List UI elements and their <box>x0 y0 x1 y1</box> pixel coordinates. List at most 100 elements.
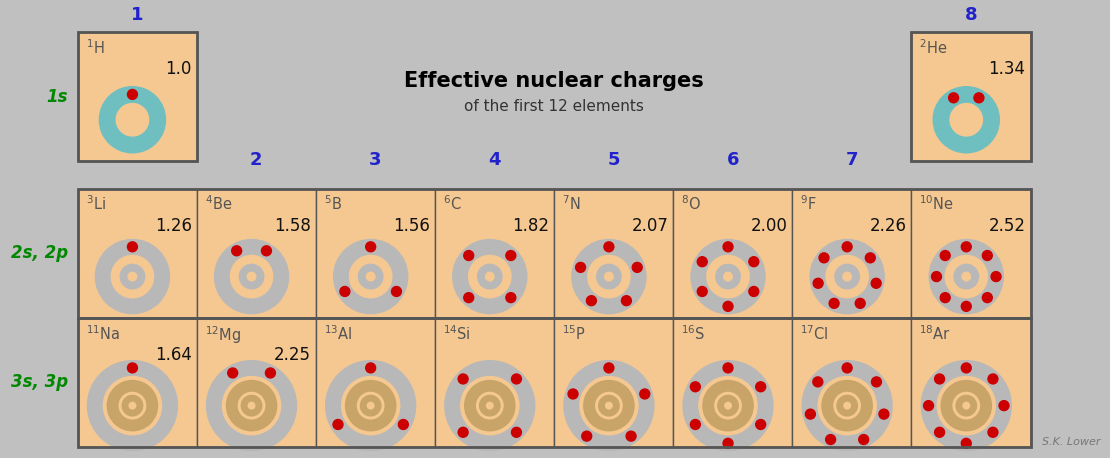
Text: 2.26: 2.26 <box>869 217 907 234</box>
Text: $^{10}$Ne: $^{10}$Ne <box>919 195 955 213</box>
Text: 6: 6 <box>727 151 739 169</box>
Text: of the first 12 elements: of the first 12 elements <box>464 99 644 114</box>
Circle shape <box>924 401 934 410</box>
Circle shape <box>723 438 733 448</box>
Circle shape <box>723 242 733 252</box>
Bar <box>911 32 1030 161</box>
Circle shape <box>690 382 700 392</box>
Circle shape <box>879 409 889 419</box>
Circle shape <box>464 251 474 261</box>
Bar <box>78 318 1030 447</box>
Text: $^{14}$Si: $^{14}$Si <box>443 324 471 343</box>
Text: 2: 2 <box>250 151 263 169</box>
Bar <box>793 318 911 447</box>
Text: $^{16}$S: $^{16}$S <box>682 324 705 343</box>
Text: 1.34: 1.34 <box>989 60 1026 78</box>
Bar <box>316 189 435 318</box>
Circle shape <box>982 293 992 303</box>
Text: 2s, 2p: 2s, 2p <box>11 245 68 262</box>
Text: $^{11}$Na: $^{11}$Na <box>85 324 120 343</box>
Circle shape <box>871 377 881 387</box>
Bar <box>78 32 196 161</box>
Text: 4: 4 <box>488 151 501 169</box>
Circle shape <box>576 262 586 273</box>
Bar <box>674 189 793 318</box>
Circle shape <box>622 296 632 305</box>
Text: $^{1}$H: $^{1}$H <box>85 38 104 57</box>
Text: 5: 5 <box>607 151 619 169</box>
Circle shape <box>697 287 707 296</box>
Text: 8: 8 <box>965 6 977 24</box>
Circle shape <box>961 242 971 252</box>
Circle shape <box>756 420 766 430</box>
Circle shape <box>973 93 983 103</box>
Bar <box>674 318 793 447</box>
Circle shape <box>633 262 643 273</box>
Circle shape <box>871 278 881 288</box>
Circle shape <box>806 409 816 419</box>
Text: 1.82: 1.82 <box>512 217 549 234</box>
Text: 2.07: 2.07 <box>632 217 668 234</box>
Circle shape <box>935 427 945 437</box>
Bar <box>435 318 554 447</box>
Bar <box>911 318 1030 447</box>
Circle shape <box>690 420 700 430</box>
Circle shape <box>819 253 829 263</box>
Circle shape <box>935 374 945 384</box>
Circle shape <box>333 420 343 430</box>
Text: $^{2}$He: $^{2}$He <box>919 38 948 57</box>
Text: $^{8}$O: $^{8}$O <box>682 195 702 213</box>
Text: $^{4}$Be: $^{4}$Be <box>204 195 232 213</box>
Circle shape <box>723 301 733 311</box>
Text: $^{18}$Ar: $^{18}$Ar <box>919 324 951 343</box>
Text: 1s: 1s <box>47 87 68 105</box>
Circle shape <box>749 257 759 267</box>
Circle shape <box>582 431 592 441</box>
Circle shape <box>639 389 649 399</box>
Bar <box>554 189 674 318</box>
Circle shape <box>586 296 596 305</box>
Circle shape <box>128 89 138 99</box>
Circle shape <box>991 272 1001 282</box>
Bar <box>435 189 554 318</box>
Circle shape <box>228 368 238 378</box>
Text: 2.00: 2.00 <box>750 217 787 234</box>
Circle shape <box>749 287 759 296</box>
Circle shape <box>128 242 138 252</box>
Circle shape <box>626 431 636 441</box>
Text: $^{7}$N: $^{7}$N <box>562 195 581 213</box>
Text: $^{17}$Cl: $^{17}$Cl <box>800 324 829 343</box>
Circle shape <box>398 420 408 430</box>
Text: 1.58: 1.58 <box>274 217 311 234</box>
Circle shape <box>982 251 992 261</box>
Circle shape <box>999 401 1009 410</box>
Circle shape <box>931 272 941 282</box>
Circle shape <box>128 363 138 373</box>
Bar <box>78 189 1030 318</box>
Bar <box>911 32 1030 161</box>
Circle shape <box>949 93 959 103</box>
Circle shape <box>512 374 522 384</box>
Text: Effective nuclear charges: Effective nuclear charges <box>404 71 704 91</box>
Text: 1.64: 1.64 <box>155 346 192 364</box>
Text: $^{15}$P: $^{15}$P <box>562 324 586 343</box>
Text: 2.25: 2.25 <box>274 346 311 364</box>
Text: 7: 7 <box>846 151 858 169</box>
Text: 3s, 3p: 3s, 3p <box>11 373 68 392</box>
Circle shape <box>232 246 242 256</box>
Circle shape <box>961 363 971 373</box>
Circle shape <box>940 293 950 303</box>
Text: 2.52: 2.52 <box>989 217 1026 234</box>
Text: 1: 1 <box>131 6 143 24</box>
Circle shape <box>961 438 971 448</box>
Circle shape <box>512 427 522 437</box>
Circle shape <box>365 242 375 252</box>
Circle shape <box>506 251 516 261</box>
Circle shape <box>988 427 998 437</box>
Circle shape <box>697 257 707 267</box>
Bar <box>78 32 196 161</box>
Circle shape <box>568 389 578 399</box>
Circle shape <box>826 435 836 445</box>
Text: 3: 3 <box>370 151 382 169</box>
Circle shape <box>464 293 474 303</box>
